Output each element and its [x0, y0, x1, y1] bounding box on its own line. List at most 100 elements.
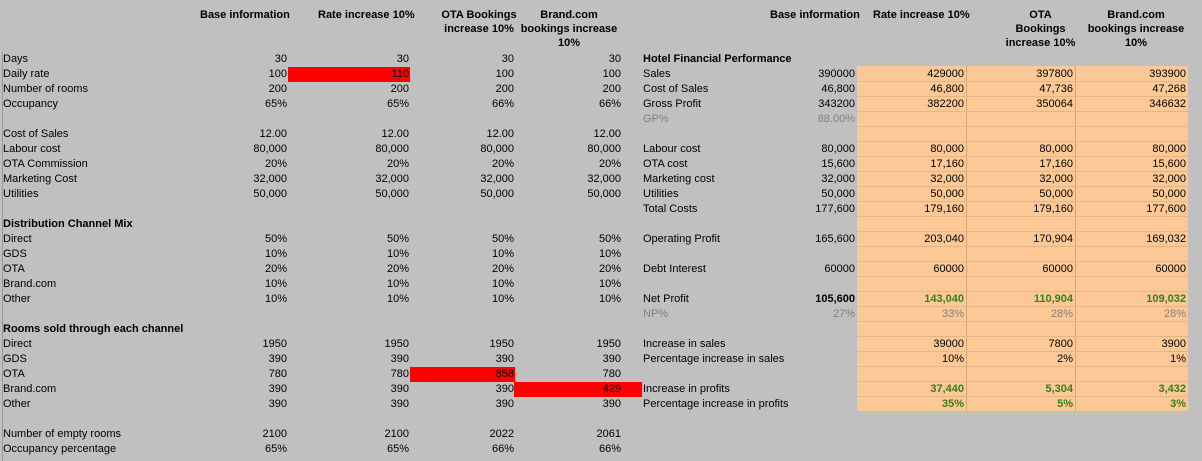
left-value-cell[interactable]: 30 — [609, 52, 621, 67]
left-value-cell[interactable]: 50% — [599, 232, 621, 247]
right-value-cell[interactable]: 33% — [942, 307, 964, 322]
left-value-cell[interactable]: 20% — [492, 157, 514, 172]
right-value-cell[interactable]: 203,040 — [924, 232, 964, 247]
left-value-cell[interactable]: 390 — [391, 397, 409, 412]
left-value-cell[interactable]: 80,000 — [375, 142, 409, 157]
right-value-cell[interactable]: 60000 — [1155, 262, 1186, 277]
left-value-cell[interactable]: 32,000 — [587, 172, 621, 187]
left-value-cell[interactable]: 390 — [603, 397, 621, 412]
left-value-cell[interactable]: 30 — [397, 52, 409, 67]
right-value-cell[interactable]: 47,736 — [1039, 82, 1073, 97]
left-value-cell[interactable]: 20% — [387, 157, 409, 172]
left-value-cell[interactable]: 429 — [603, 382, 621, 397]
left-value-cell[interactable]: 1950 — [385, 337, 409, 352]
left-value-cell[interactable]: 10% — [599, 277, 621, 292]
left-value-cell[interactable]: 200 — [269, 82, 287, 97]
left-value-cell[interactable]: 100 — [496, 67, 514, 82]
left-value-cell[interactable]: 10% — [599, 292, 621, 307]
left-value-cell[interactable]: 50,000 — [480, 187, 514, 202]
right-value-cell[interactable]: 143,040 — [924, 292, 964, 307]
left-value-cell[interactable]: 10% — [265, 247, 287, 262]
left-value-cell[interactable]: 20% — [492, 262, 514, 277]
right-value-cell[interactable]: 5% — [1057, 397, 1073, 412]
right-value-cell[interactable]: 47,268 — [1152, 82, 1186, 97]
left-value-cell[interactable]: 390 — [496, 397, 514, 412]
left-value-cell[interactable]: 32,000 — [253, 172, 287, 187]
right-value-cell[interactable]: 50,000 — [1152, 187, 1186, 202]
right-value-cell[interactable]: 28% — [1051, 307, 1073, 322]
right-value-cell[interactable]: 429000 — [927, 67, 964, 82]
left-value-cell[interactable]: 200 — [603, 82, 621, 97]
left-value-cell[interactable]: 10% — [492, 277, 514, 292]
left-value-cell[interactable]: 390 — [269, 382, 287, 397]
left-value-cell[interactable]: 10% — [265, 277, 287, 292]
left-value-cell[interactable]: 80,000 — [587, 142, 621, 157]
left-value-cell[interactable]: 780 — [269, 367, 287, 382]
left-value-cell[interactable]: 12.00 — [259, 127, 287, 142]
right-value-cell[interactable]: 382200 — [927, 97, 964, 112]
right-value-cell[interactable]: 350064 — [1036, 97, 1073, 112]
left-value-cell[interactable]: 20% — [599, 262, 621, 277]
right-value-cell[interactable]: 1% — [1170, 352, 1186, 367]
left-value-cell[interactable]: 2100 — [385, 427, 409, 442]
right-value-cell[interactable]: 3900 — [1162, 337, 1186, 352]
right-value-cell[interactable]: 32,000 — [821, 172, 855, 187]
right-value-cell[interactable]: 105,600 — [815, 292, 855, 307]
left-value-cell[interactable]: 12.00 — [486, 127, 514, 142]
right-value-cell[interactable]: 3,432 — [1158, 382, 1186, 397]
left-value-cell[interactable]: 30 — [502, 52, 514, 67]
right-value-cell[interactable]: 80,000 — [1039, 142, 1073, 157]
left-value-cell[interactable]: 32,000 — [480, 172, 514, 187]
left-value-cell[interactable]: 390 — [496, 352, 514, 367]
right-value-cell[interactable]: 177,600 — [1146, 202, 1186, 217]
left-value-cell[interactable]: 1950 — [263, 337, 287, 352]
right-value-cell[interactable]: 28% — [1164, 307, 1186, 322]
left-value-cell[interactable]: 20% — [599, 157, 621, 172]
right-value-cell[interactable]: 5,304 — [1045, 382, 1073, 397]
left-value-cell[interactable]: 66% — [599, 442, 621, 457]
right-value-cell[interactable]: 15,600 — [821, 157, 855, 172]
right-value-cell[interactable]: 60000 — [1042, 262, 1073, 277]
right-value-cell[interactable]: 27% — [833, 307, 855, 322]
left-value-cell[interactable]: 32,000 — [375, 172, 409, 187]
right-value-cell[interactable]: 169,032 — [1146, 232, 1186, 247]
right-value-cell[interactable]: 393900 — [1149, 67, 1186, 82]
right-value-cell[interactable]: 7800 — [1049, 337, 1073, 352]
right-value-cell[interactable]: 50,000 — [930, 187, 964, 202]
left-value-cell[interactable]: 780 — [603, 367, 621, 382]
left-value-cell[interactable]: 50% — [387, 232, 409, 247]
left-value-cell[interactable]: 65% — [387, 442, 409, 457]
left-value-cell[interactable]: 390 — [603, 352, 621, 367]
right-value-cell[interactable]: 17,160 — [1039, 157, 1073, 172]
left-value-cell[interactable]: 20% — [265, 262, 287, 277]
right-value-cell[interactable]: 10% — [942, 352, 964, 367]
right-value-cell[interactable]: 80,000 — [821, 142, 855, 157]
left-value-cell[interactable]: 1950 — [490, 337, 514, 352]
right-value-cell[interactable]: 37,440 — [930, 382, 964, 397]
left-value-cell[interactable]: 65% — [387, 97, 409, 112]
left-value-cell[interactable]: 2022 — [490, 427, 514, 442]
left-value-cell[interactable]: 10% — [265, 292, 287, 307]
left-value-cell[interactable]: 66% — [492, 97, 514, 112]
left-value-cell[interactable]: 65% — [265, 442, 287, 457]
left-value-cell[interactable]: 10% — [492, 247, 514, 262]
right-value-cell[interactable]: 80,000 — [930, 142, 964, 157]
left-value-cell[interactable]: 20% — [387, 262, 409, 277]
right-value-cell[interactable]: 390000 — [818, 67, 855, 82]
right-value-cell[interactable]: 60000 — [824, 262, 855, 277]
right-value-cell[interactable]: 46,800 — [821, 82, 855, 97]
right-value-cell[interactable]: 346632 — [1149, 97, 1186, 112]
left-value-cell[interactable]: 390 — [391, 382, 409, 397]
right-value-cell[interactable]: 32,000 — [930, 172, 964, 187]
left-value-cell[interactable]: 390 — [391, 352, 409, 367]
left-value-cell[interactable]: 50,000 — [375, 187, 409, 202]
left-value-cell[interactable]: 10% — [387, 277, 409, 292]
right-value-cell[interactable]: 80,000 — [1152, 142, 1186, 157]
right-value-cell[interactable]: 15,600 — [1152, 157, 1186, 172]
left-value-cell[interactable]: 20% — [265, 157, 287, 172]
left-value-cell[interactable]: 100 — [269, 67, 287, 82]
left-value-cell[interactable]: 65% — [265, 97, 287, 112]
right-value-cell[interactable]: 2% — [1057, 352, 1073, 367]
left-value-cell[interactable]: 12.00 — [381, 127, 409, 142]
